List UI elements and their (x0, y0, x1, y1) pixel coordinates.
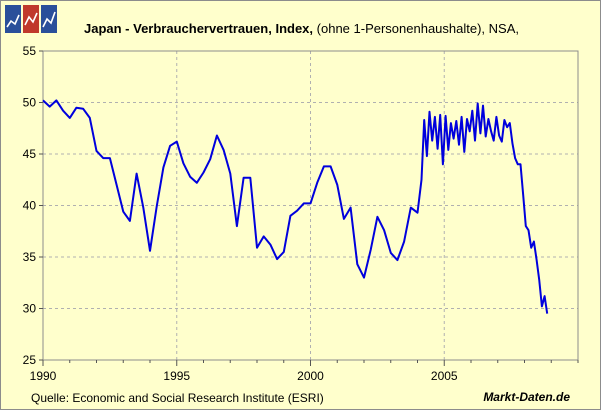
y-tick-label: 45 (23, 147, 37, 161)
y-tick-label: 25 (23, 353, 37, 367)
x-tick-label: 1995 (163, 369, 190, 383)
grid-lines (43, 51, 578, 360)
y-tick-label: 50 (23, 96, 37, 110)
y-tick-label: 35 (23, 250, 37, 264)
x-tick-label: 2005 (431, 369, 458, 383)
chart-title: Japan - Verbrauchervertrauen, Index, (oh… (1, 21, 601, 36)
y-axis: 25 30 35 40 45 50 55 (23, 44, 43, 367)
source-note: Quelle: Economic and Social Research Ins… (31, 391, 324, 405)
series-group (42, 99, 549, 314)
market-chart-logo-icon (5, 5, 57, 33)
chart-title-main: Japan - Verbrauchervertrauen, Index, (83, 21, 314, 36)
x-tick-label: 1990 (30, 369, 57, 383)
series-line (42, 99, 549, 314)
chart-title-sub: (ohne 1-Personenhaushalte), NSA, (316, 21, 520, 36)
x-axis: 1990 1995 2000 2005 (30, 360, 579, 383)
y-tick-label: 55 (23, 44, 37, 58)
y-tick-label: 30 (23, 302, 37, 316)
y-tick-label: 40 (23, 199, 37, 213)
x-tick-label: 2000 (297, 369, 324, 383)
brand-label: Markt-Daten.de (483, 390, 570, 404)
